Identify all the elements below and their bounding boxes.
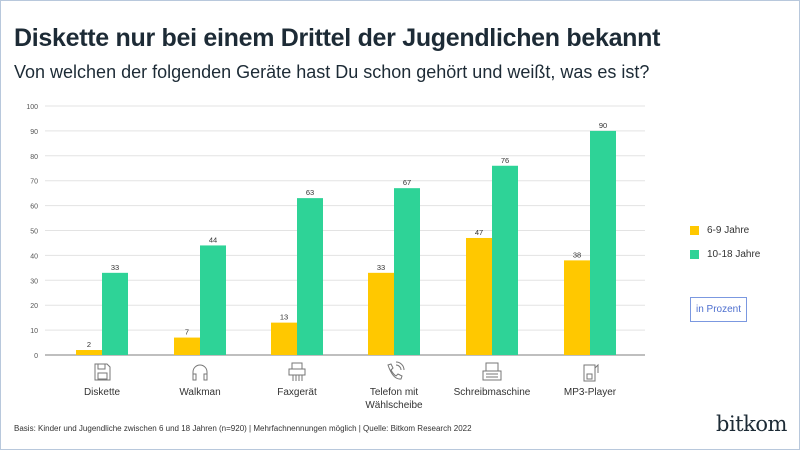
y-tick-label: 0	[34, 353, 38, 360]
bar	[102, 272, 128, 355]
data-label: 33	[111, 263, 119, 272]
bar	[271, 322, 297, 355]
data-label: 38	[573, 250, 581, 259]
y-tick-label: 100	[26, 104, 38, 111]
x-tick-label: Walkman	[150, 386, 250, 399]
x-tick-label: Telefon mit Wählscheibe	[344, 386, 444, 412]
data-label: 44	[209, 235, 217, 244]
floppy-disk-icon	[94, 363, 111, 381]
data-label: 13	[280, 313, 288, 322]
x-tick-label-line: Schreibmaschine	[453, 387, 531, 398]
y-tick-label: 40	[30, 253, 38, 260]
bar	[466, 237, 492, 355]
bar	[492, 165, 518, 355]
bar	[590, 130, 616, 355]
legend-item-10-18: 10-18 Jahre	[690, 249, 760, 260]
bar	[394, 188, 420, 355]
data-label: 33	[377, 263, 385, 272]
typewriter-icon	[482, 362, 502, 381]
mp3-player-icon	[583, 363, 599, 382]
data-label: 90	[599, 121, 607, 130]
bar	[564, 260, 590, 355]
data-label: 63	[306, 188, 314, 197]
y-tick-label: 80	[30, 154, 38, 161]
x-tick-label-line: MP3-Player	[563, 387, 617, 398]
chart-title: Diskette nur bei einem Drittel der Jugen…	[14, 24, 661, 52]
bar	[200, 245, 226, 355]
footer-source: Basis: Kinder und Jugendliche zwischen 6…	[14, 424, 472, 433]
y-tick-label: 60	[30, 204, 38, 211]
data-label: 76	[501, 156, 509, 165]
unit-badge: in Prozent	[690, 297, 747, 322]
x-tick-label-line: Faxgerät	[277, 387, 317, 398]
legend-item-6-9: 6-9 Jahre	[690, 225, 749, 236]
bitkom-logo: bitkom	[716, 412, 787, 436]
y-tick-label: 70	[30, 179, 38, 186]
data-label: 7	[185, 328, 189, 337]
chart-subtitle: Von welchen der folgenden Geräte hast Du…	[14, 62, 650, 82]
y-tick-label: 50	[30, 229, 38, 236]
data-label: 67	[403, 178, 411, 187]
x-tick-label: MP3-Player	[540, 386, 640, 399]
bar	[368, 272, 394, 355]
bar	[76, 350, 102, 355]
x-tick-label: Schreibmaschine	[442, 386, 542, 399]
y-tick-label: 30	[30, 278, 38, 285]
headphones-icon	[192, 364, 208, 381]
y-tick-label: 90	[30, 129, 38, 136]
legend-label: 6-9 Jahre	[707, 225, 750, 236]
bar	[297, 198, 323, 355]
legend-swatch	[690, 226, 699, 235]
fax-machine-icon	[288, 362, 306, 381]
x-tick-label-line: Diskette	[83, 387, 121, 398]
legend-label: 10-18 Jahre	[707, 249, 761, 260]
data-label: 47	[475, 228, 483, 237]
legend-swatch	[690, 250, 699, 259]
x-tick-label: Faxgerät	[247, 386, 347, 399]
x-tick-label-line: Wählscheibe	[365, 400, 423, 411]
y-tick-label: 20	[30, 303, 38, 310]
y-tick-label: 10	[30, 328, 38, 335]
x-tick-label-line: Walkman	[179, 387, 221, 398]
bar	[174, 337, 200, 355]
x-tick-label: Diskette	[52, 386, 152, 399]
x-tick-label-line: Telefon mit	[369, 387, 419, 398]
data-label: 2	[87, 340, 91, 349]
telephone-icon	[387, 361, 405, 380]
